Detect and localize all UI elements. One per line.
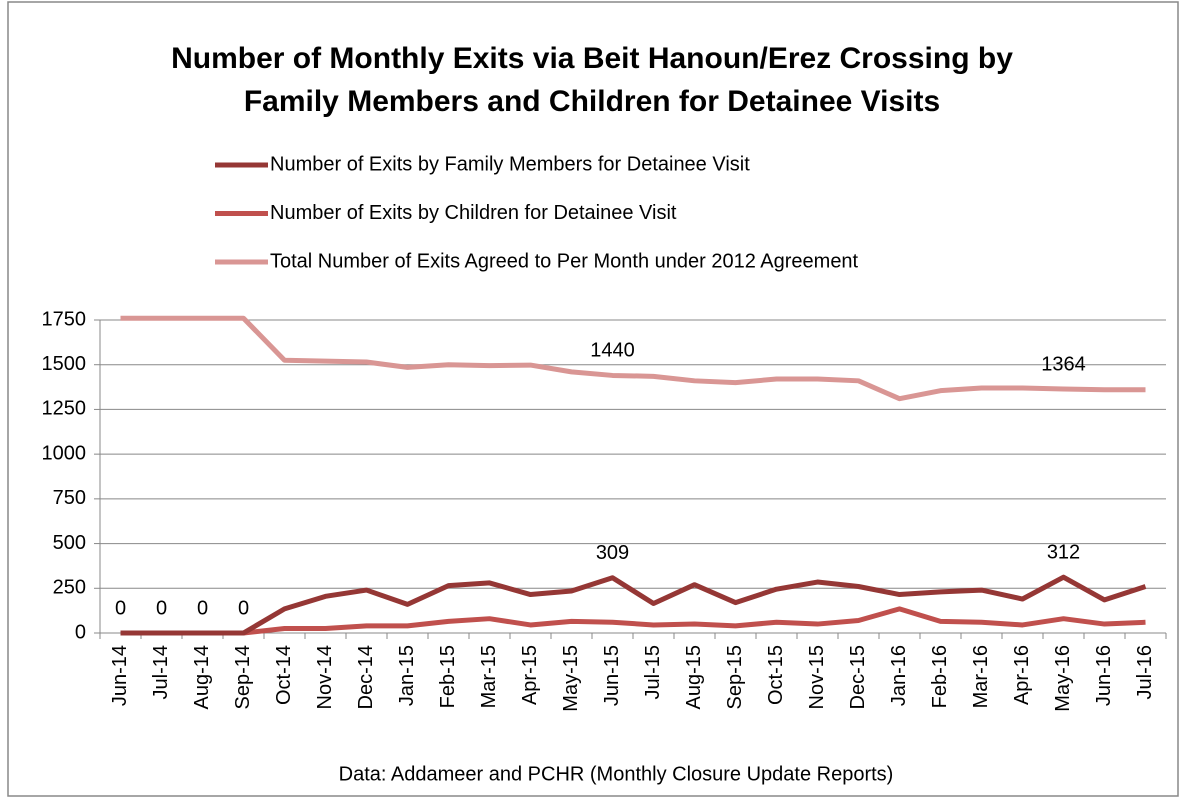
footnote: Data: Addameer and PCHR (Monthly Closure… <box>339 763 894 785</box>
data-label: 0 <box>115 597 126 619</box>
x-tick-label: May-16 <box>1052 645 1074 712</box>
y-tick-label: 1750 <box>42 308 87 330</box>
series-line <box>120 315 1146 402</box>
chart-title: Number of Monthly Exits via Beit Hanoun/… <box>171 42 1013 118</box>
x-tick-label: Dec-14 <box>355 645 377 709</box>
x-tick-label: Jun-14 <box>109 645 131 706</box>
x-tick-label: Feb-15 <box>437 645 459 708</box>
x-tick-label: Jun-16 <box>1093 645 1115 706</box>
data-label: 312 <box>1047 541 1080 563</box>
x-tick-label: Apr-15 <box>519 645 541 705</box>
data-label: 1364 <box>1041 353 1086 375</box>
x-tick-label: Apr-16 <box>1011 645 1033 705</box>
x-tick-label: Nov-15 <box>806 645 828 709</box>
series-line <box>120 574 1147 636</box>
y-tick-label: 500 <box>53 532 86 554</box>
x-tick-label: Dec-15 <box>847 645 869 709</box>
legend-label: Number of Exits by Family Members for De… <box>270 153 750 175</box>
legend-label: Number of Exits by Children for Detainee… <box>270 202 677 224</box>
y-tick-label: 750 <box>53 487 86 509</box>
y-tick-label: 250 <box>53 577 86 599</box>
x-tick-label: Jan-15 <box>396 645 418 706</box>
x-tick-label: May-15 <box>560 645 582 712</box>
x-tick-label: Jan-16 <box>888 645 910 706</box>
y-tick-label: 1000 <box>42 442 87 464</box>
y-tick-label: 0 <box>75 621 86 643</box>
x-tick-label: Jul-15 <box>642 645 664 699</box>
x-tick-label: Sep-15 <box>724 645 746 710</box>
x-tick-label: Aug-15 <box>683 645 705 710</box>
x-tick-label: Oct-14 <box>273 645 295 705</box>
y-tick-label: 1500 <box>42 353 87 375</box>
legend-label: Total Number of Exits Agreed to Per Mont… <box>270 250 859 272</box>
data-label: 1440 <box>590 340 635 362</box>
x-tick-label: Jun-15 <box>601 645 623 706</box>
x-tick-label: Mar-16 <box>970 645 992 708</box>
x-tick-label: Aug-14 <box>191 645 213 710</box>
data-label: 0 <box>238 597 249 619</box>
data-label: 309 <box>596 542 629 564</box>
x-tick-label: Sep-14 <box>232 645 254 710</box>
data-label: 0 <box>156 597 167 619</box>
data-label: 0 <box>197 597 208 619</box>
series-line <box>120 606 1146 636</box>
x-tick-label: Jul-16 <box>1134 645 1156 699</box>
x-tick-label: Mar-15 <box>478 645 500 708</box>
x-tick-label: Feb-16 <box>929 645 951 708</box>
chart-frame <box>7 1 1179 797</box>
x-tick-label: Nov-14 <box>314 645 336 709</box>
x-tick-label: Oct-15 <box>765 645 787 705</box>
x-tick-label: Jul-14 <box>150 645 172 699</box>
y-tick-label: 1250 <box>42 398 87 420</box>
